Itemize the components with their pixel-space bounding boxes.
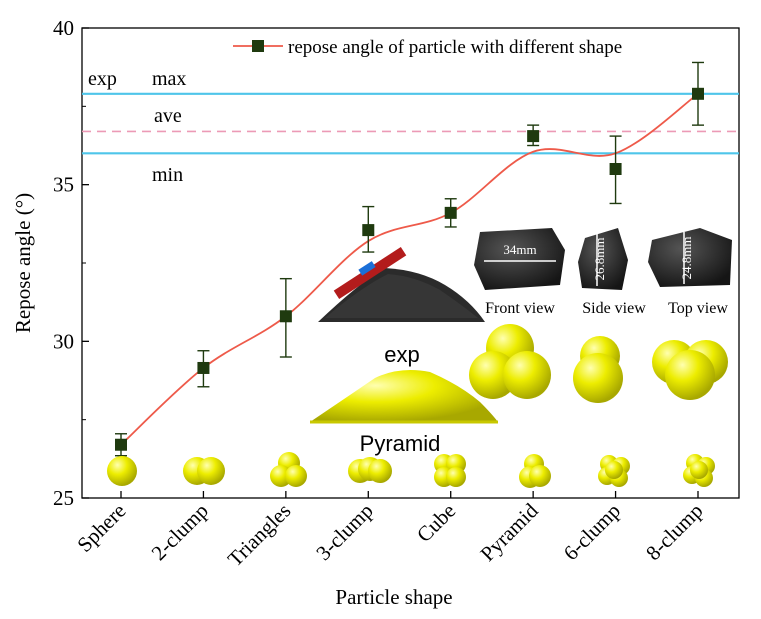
shape-sphere-model <box>107 456 137 486</box>
x-tick-label: Pyramid <box>475 498 543 566</box>
shape-triangles-model <box>270 452 307 487</box>
data-points <box>115 61 704 457</box>
pyramid-pile-image <box>310 370 498 424</box>
x-tick-label: 3-clump <box>311 499 377 565</box>
data-point-2-clump <box>197 361 210 374</box>
large-8-clump-model <box>652 340 728 400</box>
exp-pile-label: exp <box>384 342 419 367</box>
shape-8-clump-model <box>683 454 715 487</box>
exp-label: exp <box>88 68 117 90</box>
shape-pyramid-model <box>519 454 551 488</box>
y-tick-label: 40 <box>53 16 74 40</box>
y-tick-label: 30 <box>53 329 74 353</box>
svg-text:34mm: 34mm <box>503 242 536 257</box>
data-point-3-clump <box>362 224 375 237</box>
plot-frame <box>81 27 740 499</box>
y-axis-label: Repose angle (°) <box>11 193 35 333</box>
large-pyramid-model <box>573 336 623 403</box>
y-tick-label: 25 <box>53 486 74 510</box>
data-point-triangles <box>279 310 292 323</box>
rock-side-view: 26.8mm <box>578 228 628 290</box>
data-point-6-clump <box>609 163 622 175</box>
x-tick-label: Triangles <box>223 499 296 572</box>
reference-lines <box>82 92 739 155</box>
shape-2-clump-model <box>183 457 225 485</box>
x-axis-label: Particle shape <box>335 585 452 609</box>
ref-label-min: min <box>152 164 183 186</box>
front-view-label: Front view <box>485 300 555 317</box>
ref-label-ave: ave <box>154 105 182 127</box>
ref-label-max: max <box>152 68 186 90</box>
rock-top-view: 24.8mm <box>648 228 732 287</box>
large-6-clump-model <box>469 324 551 399</box>
particle-shape-models <box>107 452 715 488</box>
x-tick-label: Sphere <box>72 499 130 557</box>
legend-label: repose angle of particle with different … <box>288 37 622 58</box>
rock-front-view: 34mm <box>474 228 565 290</box>
legend: repose angle of particle with different … <box>233 37 622 58</box>
side-view-label: Side view <box>582 300 646 317</box>
x-tick-label: 6-clump <box>559 499 625 565</box>
shape-6-clump-model <box>598 455 630 487</box>
shape-cube-model <box>434 454 466 487</box>
x-tick-label: 8-clump <box>641 499 707 565</box>
data-point-pyramid <box>527 130 540 143</box>
svg-text:26.8mm: 26.8mm <box>592 238 607 281</box>
svg-text:24.8mm: 24.8mm <box>679 237 694 280</box>
y-axis-ticks: 25 30 35 40 <box>53 16 89 510</box>
data-point-sphere <box>115 438 127 451</box>
x-axis-ticks: Sphere 2-clump Triangles 3-clump Cube Pyramid… <box>72 491 708 572</box>
data-point-8-clump <box>692 87 704 100</box>
x-tick-label: Cube <box>412 499 460 547</box>
exp-pile-image <box>318 247 485 322</box>
top-view-label: Top view <box>668 300 728 317</box>
y-tick-label: 35 <box>53 173 74 197</box>
shape-3-clump-model <box>348 457 392 483</box>
data-point-cube <box>444 206 457 219</box>
x-tick-label: 2-clump <box>147 499 213 565</box>
pyramid-pile-label: Pyramid <box>360 431 441 456</box>
